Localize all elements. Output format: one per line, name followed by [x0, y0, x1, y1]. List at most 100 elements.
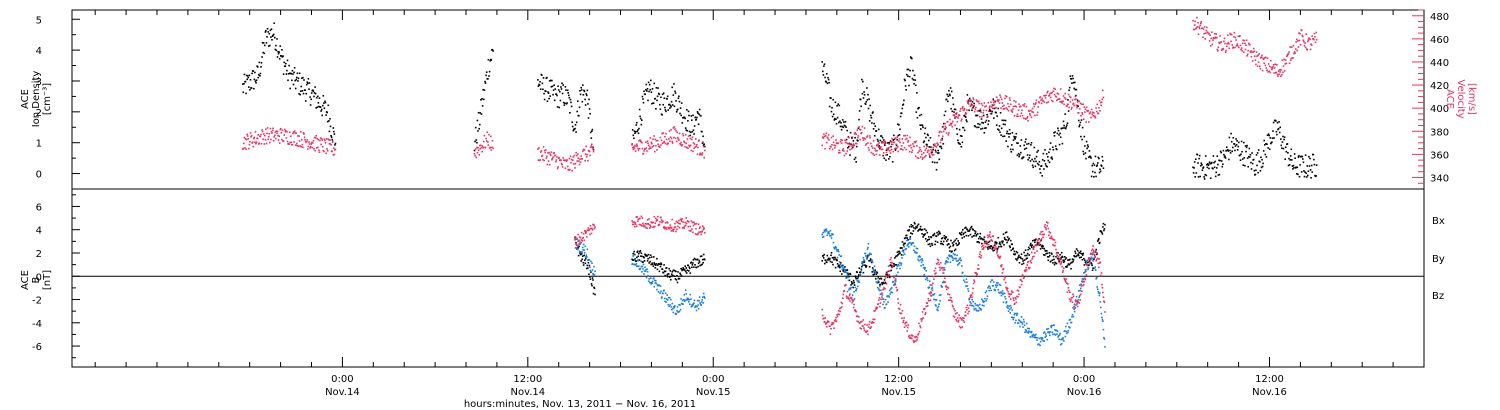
density-point — [821, 61, 823, 63]
density-point — [858, 110, 861, 112]
density-point — [275, 49, 278, 52]
velocity-point — [680, 141, 682, 144]
by-point — [958, 262, 961, 264]
velocity-point — [1047, 101, 1050, 103]
bz-point — [648, 227, 651, 229]
density-point — [892, 139, 895, 141]
bx-point — [927, 239, 929, 241]
by-point — [990, 289, 992, 292]
by-point — [881, 296, 883, 298]
bx-point — [871, 271, 873, 273]
bx-point — [895, 264, 898, 266]
bx-point — [1014, 253, 1017, 255]
velocity-point — [943, 130, 945, 133]
bx-point — [979, 232, 982, 235]
by-point — [953, 257, 955, 260]
bx-point — [698, 261, 701, 263]
by-point — [593, 273, 596, 276]
density-point — [1072, 77, 1074, 80]
bz-point — [1069, 300, 1072, 303]
by-point — [956, 254, 958, 257]
bx-point — [833, 258, 835, 261]
by-point — [972, 305, 975, 308]
density-point — [324, 100, 326, 103]
density-point — [1036, 151, 1038, 153]
velocity-point — [1008, 97, 1011, 99]
density-point — [1043, 160, 1046, 162]
bz-point — [1006, 287, 1009, 289]
bx-point — [1079, 250, 1082, 253]
velocity-point — [294, 132, 296, 134]
bx-point — [962, 233, 965, 236]
by-point — [846, 271, 848, 274]
bz-point — [963, 317, 965, 319]
velocity-point — [826, 141, 828, 144]
velocity-point — [299, 145, 301, 147]
density-point — [1069, 75, 1072, 77]
by-point — [883, 301, 885, 303]
velocity-point — [979, 108, 982, 110]
velocity-point — [1071, 99, 1074, 101]
by-point — [981, 298, 983, 300]
by-point — [934, 304, 937, 306]
density-point — [913, 74, 916, 77]
density-point — [258, 61, 261, 64]
density-point — [483, 98, 485, 101]
bx-point — [969, 228, 971, 231]
velocity-point — [957, 117, 959, 119]
by-point — [957, 259, 959, 262]
velocity-point — [574, 162, 577, 165]
density-point — [568, 97, 571, 99]
density-point — [1218, 159, 1220, 162]
bx-point — [928, 236, 930, 238]
density-point — [1019, 145, 1022, 147]
by-point — [678, 304, 680, 306]
density-point — [979, 109, 982, 112]
density-point — [1031, 158, 1033, 161]
by-point — [1042, 340, 1044, 342]
velocity-point — [1276, 64, 1278, 66]
bx-point — [1041, 244, 1043, 247]
by-point — [583, 249, 585, 251]
bx-point — [842, 270, 845, 272]
density-point — [581, 100, 584, 103]
velocity-point — [857, 136, 859, 139]
by-point — [1051, 324, 1053, 327]
velocity-point — [947, 134, 950, 136]
density-point — [686, 130, 689, 132]
by-point — [643, 273, 645, 275]
bz-point — [574, 239, 576, 241]
bz-point — [698, 227, 701, 229]
b-tick-label: -2 — [32, 296, 42, 307]
by-point — [1013, 316, 1015, 319]
density-point — [250, 87, 253, 89]
bz-point — [591, 229, 594, 231]
velocity-point — [1246, 53, 1249, 56]
velocity-point — [852, 144, 854, 147]
bx-point — [1018, 261, 1021, 264]
bx-point — [1030, 242, 1032, 245]
by-point — [986, 298, 988, 300]
density-point — [1040, 165, 1043, 167]
velocity-point — [1252, 47, 1255, 50]
density-point — [852, 146, 854, 149]
velocity-point — [317, 139, 320, 141]
density-point — [867, 93, 869, 96]
velocity-point — [1254, 55, 1256, 57]
density-point — [1005, 140, 1007, 142]
bz-point — [631, 223, 634, 226]
bz-point — [898, 308, 901, 310]
bz-point — [584, 229, 586, 232]
density-point — [1077, 105, 1079, 107]
density-point — [1062, 127, 1064, 129]
velocity-point — [1264, 64, 1267, 67]
by-point — [683, 294, 685, 296]
bz-point — [1035, 244, 1038, 247]
density-point — [671, 86, 673, 89]
velocity-point — [266, 127, 269, 129]
density-point — [1293, 153, 1296, 155]
density-point — [1288, 164, 1291, 166]
bz-point — [1033, 245, 1036, 248]
by-point — [577, 244, 580, 247]
velocity-point — [253, 137, 255, 140]
